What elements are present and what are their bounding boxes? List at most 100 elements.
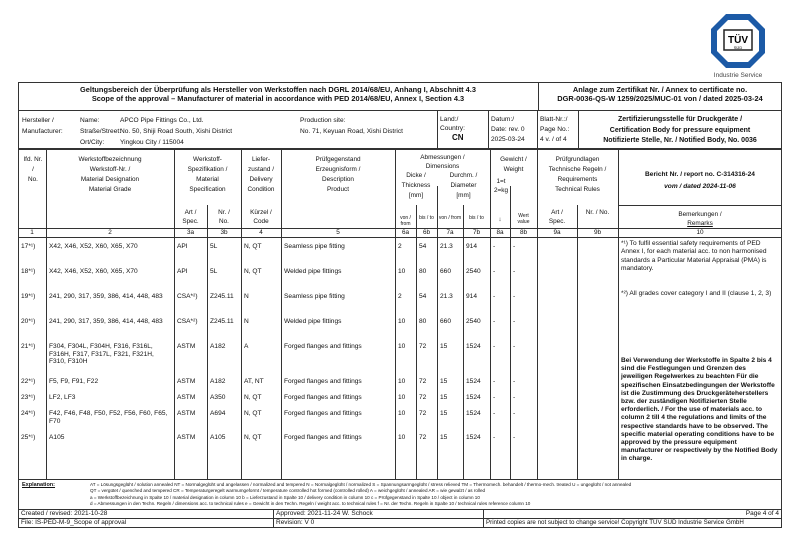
header-9a: Spec. xyxy=(548,218,566,225)
table-cell-t-from: 2 xyxy=(398,293,402,300)
production-site-label: Production site: xyxy=(300,117,346,124)
header-diameter: [mm] xyxy=(456,192,471,199)
table-cell-t-from: 10 xyxy=(398,318,406,325)
table-cell-grade: A105 xyxy=(49,434,65,441)
rule xyxy=(18,237,782,238)
header-dimensions: Dimensions xyxy=(425,163,460,170)
table-cell-spec: ASTM xyxy=(177,434,196,441)
table-cell-w-value: - xyxy=(513,343,516,350)
explanation-line: d = Abmessungen in den Techn. Regeln / d… xyxy=(90,501,531,507)
table-cell-specno: A694 xyxy=(210,410,226,417)
street-label: Straße/Street: xyxy=(80,128,122,135)
table-cell-d-from: 21.3 xyxy=(440,243,453,250)
table-cell-w-value: - xyxy=(513,410,516,417)
header-spec: Material xyxy=(196,176,219,183)
rule xyxy=(281,148,282,479)
rule xyxy=(618,148,619,479)
table-cell-no: 17*¹) xyxy=(21,243,36,250)
table-cell-spec: API xyxy=(177,243,188,250)
table-cell-specno: A182 xyxy=(210,378,226,385)
table-cell-w-value: - xyxy=(513,293,516,300)
table-cell-spec: ASTM xyxy=(177,394,196,401)
header-product: Product xyxy=(326,186,350,193)
explanation-line: AT = Lösungsgeglüht / solution annealed … xyxy=(90,482,632,487)
country-label-en: Country: xyxy=(440,125,465,132)
table-cell-grade: F304, F304L, F304H, F316, F316L, F316H, … xyxy=(49,343,154,365)
table-cell-t-from: 10 xyxy=(398,343,406,350)
country: CN xyxy=(452,133,464,142)
revision: Revision: V 0 xyxy=(276,519,315,526)
table-cell-grade: LF2, LF3 xyxy=(49,394,76,401)
table-cell-product: Forged flanges and fittings xyxy=(284,410,362,417)
date-label: Datum:/ xyxy=(491,116,515,123)
header-condition: Delivery xyxy=(249,176,273,183)
remark-category: *²) All grades cover category I and II (… xyxy=(621,290,772,297)
table-cell-w-value: - xyxy=(513,318,516,325)
table-cell-cond: N, QT xyxy=(244,434,262,441)
table-cell-cond: N, QT xyxy=(244,268,262,275)
table-cell-d-to: 914 xyxy=(466,243,478,250)
table-cell-grade: X42, X46, X52, X60, X65, X70 xyxy=(49,243,138,250)
column-number: 9b xyxy=(593,229,602,236)
table-cell-cond: AT, NT xyxy=(244,378,264,385)
header-8b: value xyxy=(517,219,530,225)
svg-text:SÜD: SÜD xyxy=(734,45,743,50)
rule xyxy=(207,205,208,479)
table-cell-w-unit: - xyxy=(493,434,496,441)
rule xyxy=(577,205,578,479)
header-weight-unit: 1=t xyxy=(496,178,506,185)
table-cell-w-value: - xyxy=(513,394,516,401)
table-cell-cond: N xyxy=(244,318,249,325)
column-number: 5 xyxy=(336,229,340,236)
table-cell-specno: Z245.11 xyxy=(210,318,234,325)
header-from: von / from xyxy=(438,215,462,221)
header-code: Code xyxy=(253,218,269,225)
table-cell-d-from: 15 xyxy=(440,343,448,350)
approved: Approved: 2021-11-24 W. Schock xyxy=(276,510,373,517)
table-cell-w-unit: - xyxy=(493,293,496,300)
explanation-line: a = Werkstoffbezeichnung in Spalte 10 / … xyxy=(90,494,480,500)
table-cell-cond: N, QT xyxy=(244,410,262,417)
header-3a: Art / xyxy=(184,209,197,216)
table-cell-w-unit: - xyxy=(493,378,496,385)
table-cell-t-to: 72 xyxy=(419,343,427,350)
table-cell-product: Forged flanges and fittings xyxy=(284,378,362,385)
table-cell-no: 21*¹) xyxy=(21,343,36,350)
table-cell-w-value: - xyxy=(513,378,516,385)
table-cell-t-to: 80 xyxy=(419,268,427,275)
cert-body-de: Zertifizierungsstelle für Druckgeräte / xyxy=(617,116,743,123)
header-spec: Werkstoff- xyxy=(193,156,222,163)
header-weight-unit: 2=kg xyxy=(493,187,509,194)
table-cell-w-value: - xyxy=(513,268,516,275)
header-to: bis / to xyxy=(419,215,434,221)
table-cell-d-to: 914 xyxy=(466,293,478,300)
table-cell-t-from: 10 xyxy=(398,378,406,385)
header-product: Erzeugnisform / xyxy=(315,166,361,173)
report-number: Bericht Nr. / report no. C-314316-24 xyxy=(645,171,755,178)
document-frame xyxy=(18,82,782,528)
header-3b: No. xyxy=(219,218,229,225)
header-remarks: Bemerkungen / xyxy=(678,211,722,218)
header-diameter: Diameter xyxy=(450,182,477,189)
manufacturer-street: No. 50, Shiji Road South, Xishi District xyxy=(120,128,233,135)
column-number: 10 xyxy=(696,229,704,236)
table-cell-no: 25*¹) xyxy=(21,434,36,441)
header-product: Prüfgegenstand xyxy=(315,156,361,163)
remark-pma: *¹) To fulfil essential safety requireme… xyxy=(621,240,767,272)
header-to: bis / to xyxy=(469,215,484,221)
logo-subtitle: Industrie Service xyxy=(713,72,763,79)
tuv-sud-logo: TÜV SÜD xyxy=(709,12,767,70)
table-cell-t-to: 54 xyxy=(419,243,427,250)
country-label: Land:/ xyxy=(440,116,459,123)
table-cell-no: 19*¹) xyxy=(21,293,36,300)
header-8a: ↓ xyxy=(498,216,502,223)
table-cell-d-from: 15 xyxy=(440,378,448,385)
rule xyxy=(463,205,464,479)
table-cell-grade: X42, X46, X52, X60, X65, X70 xyxy=(49,268,138,275)
file-name: File: IS-PED-M-9_Scope of approval xyxy=(21,519,127,526)
header-no: / xyxy=(32,166,34,173)
header-thickness: Thickness xyxy=(401,182,431,189)
table-cell-no: 22*¹) xyxy=(21,378,36,385)
table-cell-t-from: 10 xyxy=(398,394,406,401)
rule xyxy=(437,186,438,479)
